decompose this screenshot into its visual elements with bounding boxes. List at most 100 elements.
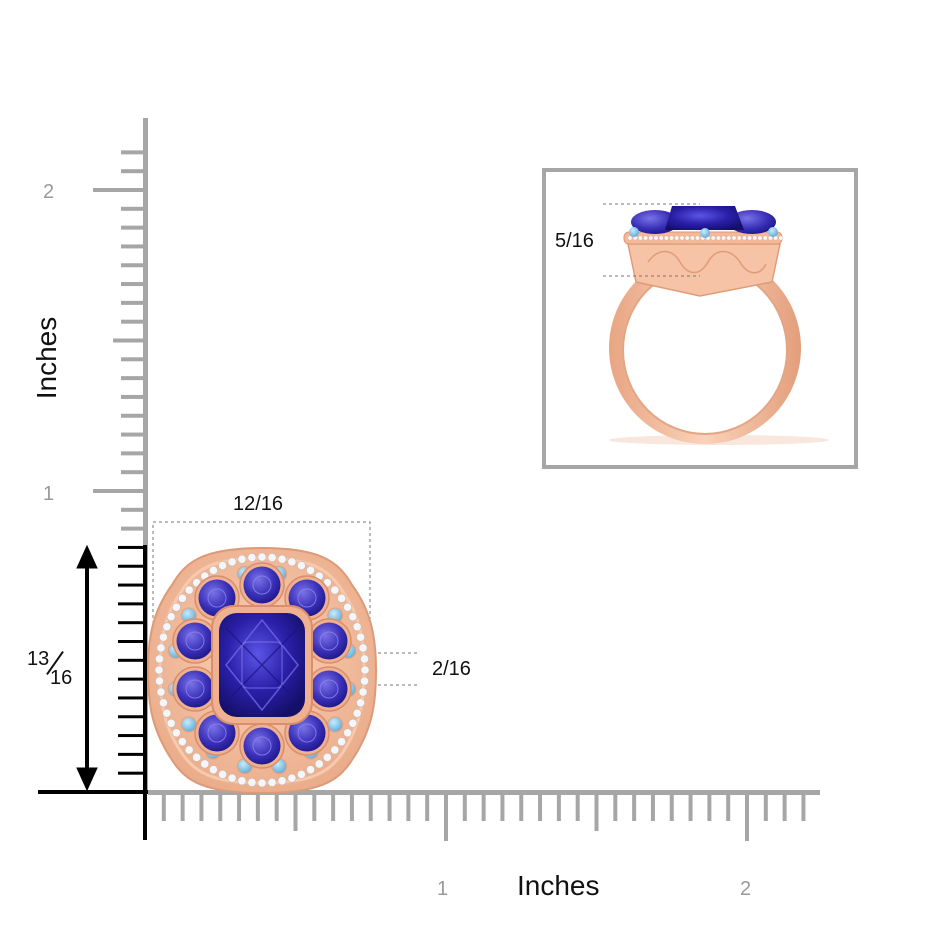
tanzanite-stone bbox=[243, 727, 281, 765]
horizontal-tick bbox=[556, 795, 561, 821]
horizontal-tick bbox=[801, 795, 806, 821]
center-stone bbox=[211, 605, 313, 725]
tanzanite-facet bbox=[207, 588, 227, 608]
diamond bbox=[208, 765, 219, 775]
diamond bbox=[287, 557, 297, 567]
black-tick bbox=[118, 734, 144, 738]
diamond bbox=[247, 552, 257, 563]
side-diamond bbox=[747, 235, 753, 241]
horizontal-tick bbox=[312, 795, 317, 821]
width-dimension-label: 12/16 bbox=[233, 493, 284, 515]
horizontal-tick bbox=[462, 795, 467, 821]
diamond bbox=[305, 765, 316, 775]
side-diamond bbox=[637, 235, 643, 241]
side-diamond bbox=[684, 235, 690, 241]
black-tick bbox=[118, 752, 144, 756]
horizontal-tick bbox=[406, 795, 411, 821]
diamond bbox=[359, 654, 370, 664]
height-dimension-denominator: 16 bbox=[50, 667, 73, 689]
vertical-tick bbox=[121, 432, 143, 437]
diamond bbox=[343, 728, 353, 738]
x-axis-title: Inches bbox=[517, 870, 600, 901]
vertical-tick bbox=[121, 263, 143, 268]
diamond bbox=[227, 773, 237, 783]
diamond bbox=[237, 776, 247, 786]
side-view-ring bbox=[609, 206, 829, 445]
aquamarine bbox=[327, 716, 344, 733]
horizontal-tick bbox=[293, 795, 298, 831]
vertical-tick bbox=[113, 338, 143, 343]
diamond bbox=[358, 643, 368, 653]
diamond bbox=[154, 665, 164, 675]
side-diamond bbox=[721, 235, 727, 241]
horizontal-tick bbox=[237, 795, 242, 821]
shank-dimension-label: 2/16 bbox=[432, 658, 471, 680]
diamond bbox=[247, 777, 257, 788]
horizontal-tick bbox=[594, 795, 599, 831]
side-diamond bbox=[710, 235, 716, 241]
diamond bbox=[166, 718, 176, 728]
diamond bbox=[305, 565, 316, 575]
vertical-tick bbox=[121, 169, 143, 174]
side-diamond bbox=[663, 235, 669, 241]
horizontal-tick bbox=[763, 795, 768, 821]
diamond bbox=[348, 718, 358, 728]
black-ruler-ticks bbox=[118, 545, 144, 775]
vertical-tick bbox=[121, 206, 143, 211]
side-diamond bbox=[627, 235, 633, 241]
tanzanite-facet bbox=[319, 631, 339, 651]
horizontal-tick bbox=[481, 795, 486, 821]
diamond bbox=[227, 557, 237, 567]
horizontal-tick bbox=[707, 795, 712, 821]
height-dimension-numerator: 13 bbox=[27, 648, 50, 670]
base-line bbox=[38, 790, 148, 794]
diamond bbox=[348, 612, 358, 622]
diamond bbox=[322, 752, 332, 762]
horizontal-tick bbox=[538, 795, 543, 821]
horizontal-tick bbox=[274, 795, 279, 821]
diamond bbox=[217, 561, 228, 571]
tanzanite-facet bbox=[297, 723, 317, 743]
horizontal-tick bbox=[726, 795, 731, 821]
vertical-ruler-ticks bbox=[93, 150, 143, 531]
vertical-tick bbox=[93, 188, 143, 192]
horizontal-ruler-ticks bbox=[161, 795, 806, 841]
diamond bbox=[208, 565, 219, 575]
vertical-tick bbox=[121, 451, 143, 456]
side-diamond bbox=[762, 235, 768, 241]
diamond bbox=[277, 554, 287, 564]
horizontal-tick bbox=[368, 795, 373, 821]
vertical-tick bbox=[121, 507, 143, 512]
side-diamond bbox=[689, 235, 695, 241]
diamond bbox=[355, 698, 366, 708]
diamond bbox=[158, 632, 169, 642]
side-diamond bbox=[643, 235, 649, 241]
diamond bbox=[359, 676, 370, 686]
vertical-tick bbox=[121, 376, 143, 381]
diamond bbox=[352, 622, 362, 632]
tanzanite-stone bbox=[243, 566, 281, 604]
side-diamond-row bbox=[627, 235, 784, 241]
profile-height-guide bbox=[603, 203, 700, 277]
horizontal-tick bbox=[199, 795, 204, 821]
diamond bbox=[177, 737, 187, 747]
base-post bbox=[143, 545, 147, 840]
side-diamond bbox=[653, 235, 659, 241]
tanzanite-side-stones bbox=[172, 562, 352, 769]
diamond bbox=[156, 687, 166, 697]
black-tick bbox=[118, 583, 144, 587]
tanzanite-stone bbox=[176, 670, 214, 708]
horizontal-tick bbox=[218, 795, 223, 821]
tanzanite-facet bbox=[252, 575, 272, 595]
horizontal-tick bbox=[255, 795, 260, 821]
horizontal-tick bbox=[688, 795, 693, 821]
horizontal-ruler-spine bbox=[148, 790, 820, 795]
diamond bbox=[296, 769, 307, 779]
horizontal-tick bbox=[349, 795, 354, 821]
vertical-tick bbox=[121, 526, 143, 531]
diamond bbox=[166, 612, 176, 622]
diamond bbox=[337, 593, 347, 603]
horizontal-tick bbox=[500, 795, 505, 821]
diamond bbox=[343, 602, 353, 612]
